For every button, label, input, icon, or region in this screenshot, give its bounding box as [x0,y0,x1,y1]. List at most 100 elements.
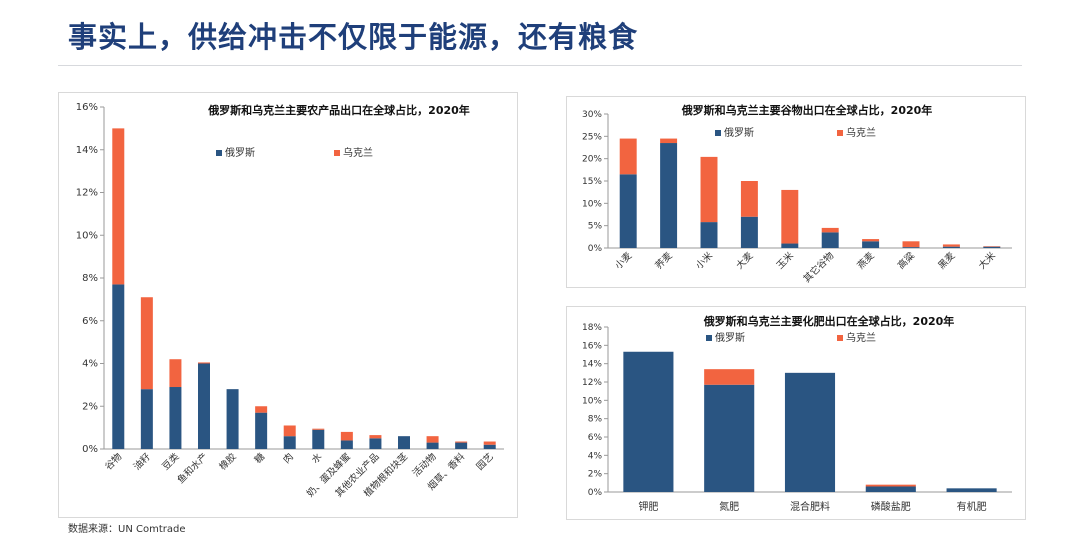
bar-ukraine [862,239,880,242]
bar-ukraine [169,359,182,388]
y-tick-label: 10% [582,396,602,406]
bar-ukraine [619,138,637,175]
grain-export-chart-panel: 0% 5% 10% 15% 20% 25% 30% 小麦 荞麦 小米 大麦 玉米 其它谷物 燕麦 高粱 黑麦大… [566,96,1026,288]
bar-russia [700,222,718,248]
y-tick-label: 0% [82,444,98,455]
x-category-label: 钾肥 [638,500,658,513]
y-tick-label: 30% [582,110,602,120]
bar-russia [426,442,439,449]
bar-ukraine [312,428,325,430]
x-category-label: 糖 [252,450,268,466]
bar-russia [255,412,268,449]
bar-ukraine [198,362,210,364]
bar-russia [340,440,353,449]
y-tick-label: 10% [582,199,602,209]
bar-ukraine [426,436,439,443]
y-tick-label: 12% [76,188,98,199]
bar-russia [784,372,836,492]
y-tick-label: 16% [76,102,98,113]
chart-title: 俄罗斯和乌克兰主要农产品出口在全球占比，2020年 [207,103,470,117]
bar-russia [942,246,960,248]
y-tick-label: 5% [588,222,603,232]
legend-label: 乌克兰 [343,146,373,159]
bar-russia [483,444,496,449]
bar-ukraine [942,244,960,247]
bar-russia [312,429,325,449]
y-tick-label: 0% [588,488,603,498]
x-category-label: 黑麦 [936,249,958,271]
bar-russia [112,284,125,449]
bar-ukraine [483,441,496,445]
bar-russia [660,143,678,248]
legend-swatch [837,335,843,341]
legend-swatch [216,150,222,156]
bar-russia [704,384,755,492]
y-tick-label: 14% [76,145,98,156]
chart-title: 俄罗斯和乌克兰主要谷物出口在全球占比，2020年 [681,103,933,117]
bar-russia [283,436,296,449]
bar-russia [865,486,916,492]
x-category-label: 高粱 [895,249,917,271]
y-tick-label: 18% [582,323,602,333]
y-tick-label: 2% [82,401,98,412]
y-tick-label: 12% [582,378,602,388]
bar-russia [169,387,182,449]
chart-title: 俄罗斯和乌克兰主要化肥出口在全球占比，2020年 [703,314,955,328]
title-divider [58,65,1022,66]
page-title: 事实上，供给冲击不仅限于能源，还有粮食 [68,20,639,54]
legend-label: 俄罗斯 [225,146,255,159]
bar-ukraine [660,138,678,144]
x-category-label: 小麦 [612,249,634,271]
bar-russia [983,246,1001,248]
legend-label: 俄罗斯 [724,126,754,139]
x-category-label: 荞麦 [653,249,675,271]
bar-ukraine [283,425,296,437]
bar-russia [902,247,920,248]
x-category-label: 肉 [281,451,296,466]
bar-ukraine [255,406,268,413]
x-category-label: 混合肥料 [790,500,830,513]
bar-russia [946,488,997,492]
y-tick-label: 2% [588,470,603,480]
x-category-label: 水 [309,450,325,466]
x-category-label: 燕麦 [855,249,877,271]
bar-ukraine [704,369,755,385]
bar-ukraine [455,441,468,443]
x-category-label: 磷酸盐肥 [871,500,911,513]
bar-ukraine [140,297,153,390]
data-source-note: 数据来源：UN Comtrade [68,524,186,535]
y-tick-label: 8% [82,273,98,284]
bar-ukraine [902,241,920,248]
bar-ukraine [340,431,353,441]
x-category-label: 其它谷物 [801,249,837,285]
bar-ukraine [700,156,718,223]
y-tick-label: 0% [588,244,603,254]
bar-russia [198,363,210,449]
bar-ukraine [865,484,916,487]
y-tick-label: 6% [588,433,603,443]
bar-russia [226,389,239,449]
bar-russia [369,438,382,449]
x-category-label: 豆类 [160,450,182,472]
bar-russia [781,243,799,248]
legend-label: 俄罗斯 [715,331,745,344]
x-category-label: 大米 [976,249,998,271]
bar-russia [455,442,468,449]
agri-export-chart-panel: 0% 2% 4% 6% 8% 10% 12% 14% 16% 谷物 油籽 豆类 鱼和水产 橡胶糖肉水奶、蛋… [58,92,518,518]
x-category-label: 大麦 [734,249,756,271]
x-category-label: 园艺 [475,451,496,472]
x-category-label: 小米 [693,249,715,271]
fertilizer-export-chart-panel: 0% 2% 4% 6% 8% 10% 12% 14% 16% 18% 钾肥 氮肥 混合肥料 磷酸盐肥 有机肥… [566,306,1026,520]
x-category-label: 谷物 [102,450,124,472]
x-category-label: 玉米 [774,249,796,271]
bar-ukraine [369,435,382,439]
legend-swatch [706,335,712,341]
bar-russia [821,232,839,248]
bar-russia [623,351,674,492]
grain-export-chart: 0% 5% 10% 15% 20% 25% 30% 小麦 荞麦 小米 大麦 玉米 其它谷物 燕麦 高粱 黑麦大… [582,103,1012,285]
x-category-label: 鱼和水产 [175,451,210,486]
bar-russia [740,216,758,248]
bar-russia [398,436,410,449]
y-tick-label: 25% [582,132,602,142]
y-tick-label: 14% [582,360,602,370]
